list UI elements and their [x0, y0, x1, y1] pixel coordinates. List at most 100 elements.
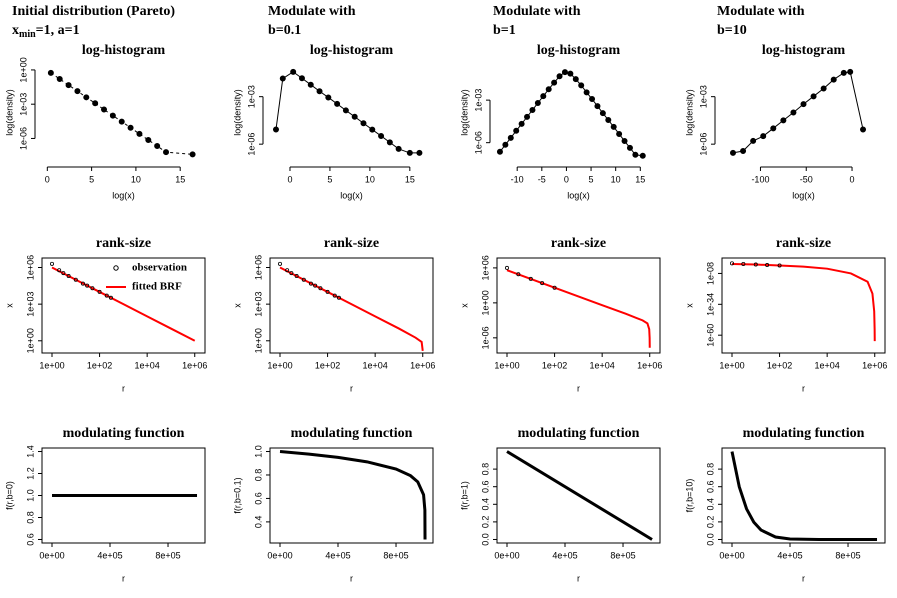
x-tick-label: 0e+00 — [494, 550, 519, 560]
data-point — [57, 268, 62, 273]
panel-title: rank-size — [551, 236, 606, 251]
x-tick-label: 10 — [611, 174, 621, 184]
x-tick-label: 1e+02 — [87, 360, 112, 370]
panel-title: log-histogram — [82, 43, 166, 58]
x-axis-label: r — [350, 383, 353, 393]
x-tick-label: 8e+05 — [383, 550, 408, 560]
y-axis-label: f(r,b=0.1) — [232, 477, 242, 513]
y-axis-label: f(r,b=0) — [4, 481, 14, 510]
y-axis-label: log(density) — [684, 89, 694, 136]
data-point — [145, 136, 152, 143]
y-tick-label: 1e+00 — [18, 57, 28, 82]
x-tick-label: 0 — [564, 174, 569, 184]
y-tick-label: 1.4 — [25, 445, 35, 458]
series-line — [279, 450, 427, 540]
y-tick-label: 0.8 — [480, 463, 490, 476]
data-point — [279, 75, 286, 82]
data-point — [378, 132, 385, 139]
x-tick-label: 8e+05 — [155, 550, 180, 560]
x-tick-label: 0 — [850, 174, 855, 184]
data-point — [66, 274, 71, 279]
series-line — [51, 266, 196, 342]
y-tick-label: 1e+03 — [253, 292, 263, 317]
y-tick-label: 0.4 — [253, 516, 263, 529]
x-tick-label: 0e+00 — [267, 550, 292, 560]
plot-frame — [721, 447, 886, 544]
x-tick-label: 1e+04 — [815, 360, 840, 370]
data-point — [599, 110, 606, 117]
x-tick-label: 1e+02 — [767, 360, 792, 370]
header-part: x — [12, 23, 19, 38]
y-tick-label: 0.6 — [25, 533, 35, 546]
data-point — [109, 112, 116, 119]
y-axis-label: x — [232, 303, 242, 308]
x-axis-label: r — [577, 573, 580, 583]
legend-swatch — [113, 265, 119, 271]
data-point — [840, 69, 847, 76]
x-axis-label: log(x) — [792, 190, 815, 200]
x-tick-label: 4e+05 — [97, 550, 122, 560]
data-point — [90, 286, 95, 291]
data-point — [289, 271, 294, 276]
x-axis-label: r — [122, 573, 125, 583]
x-tick-label: -100 — [751, 174, 769, 184]
data-point — [605, 116, 612, 123]
data-point — [556, 73, 563, 80]
data-point — [860, 126, 867, 133]
plot-frame — [269, 447, 434, 544]
data-point — [583, 89, 590, 96]
data-point — [610, 123, 617, 130]
y-tick-label: 0.8 — [253, 469, 263, 482]
data-point — [572, 76, 579, 83]
data-point — [621, 138, 628, 145]
panel-title: modulating function — [291, 426, 413, 441]
y-tick-label: 0.4 — [705, 498, 715, 511]
x-tick-label: 4e+05 — [777, 550, 802, 560]
data-point — [73, 277, 78, 282]
legend-label: fitted BRF — [132, 281, 182, 293]
x-tick-label: 1e+00 — [719, 360, 744, 370]
header-part: =1, a=1 — [36, 23, 80, 38]
data-point — [325, 289, 330, 294]
y-tick-label: 1e+03 — [25, 292, 35, 317]
y-axis-label: x — [4, 303, 14, 308]
plot-frame — [721, 257, 886, 354]
data-point — [85, 283, 90, 288]
series-line — [730, 451, 878, 541]
x-tick-label: -10 — [511, 174, 524, 184]
y-tick-label: 0.4 — [480, 498, 490, 511]
data-point — [386, 139, 393, 146]
data-point — [290, 68, 297, 75]
x-tick-label: 1e+06 — [862, 360, 887, 370]
data-point — [632, 151, 639, 158]
y-tick-label: 1.0 — [25, 489, 35, 502]
x-axis-label: log(x) — [112, 190, 135, 200]
data-point — [74, 88, 81, 95]
data-point — [97, 289, 102, 294]
series-line — [731, 262, 876, 342]
data-point — [567, 70, 574, 77]
data-point — [760, 133, 767, 140]
column-header: xmin=1, a=1 — [12, 23, 80, 40]
panel-title: modulating function — [743, 426, 865, 441]
x-axis-label: log(x) — [340, 190, 363, 200]
data-point — [277, 261, 282, 266]
x-tick-label: 4e+05 — [552, 550, 577, 560]
data-point — [780, 117, 787, 124]
plot-frame — [269, 257, 434, 354]
y-tick-label: 0.6 — [253, 492, 263, 505]
data-point — [504, 265, 509, 270]
x-axis-label: log(x) — [567, 190, 590, 200]
y-tick-label: 0.0 — [480, 533, 490, 546]
x-tick-label: 5 — [327, 174, 332, 184]
data-point — [800, 101, 807, 108]
series-line — [499, 71, 643, 157]
data-point — [830, 76, 837, 83]
data-point — [540, 281, 545, 286]
column-header: Modulate with — [493, 4, 581, 19]
legend-label: observation — [132, 262, 187, 274]
y-tick-label: 0.2 — [480, 516, 490, 529]
data-point — [294, 274, 299, 279]
y-tick-label: 0.8 — [705, 463, 715, 476]
x-axis-label: r — [350, 573, 353, 583]
